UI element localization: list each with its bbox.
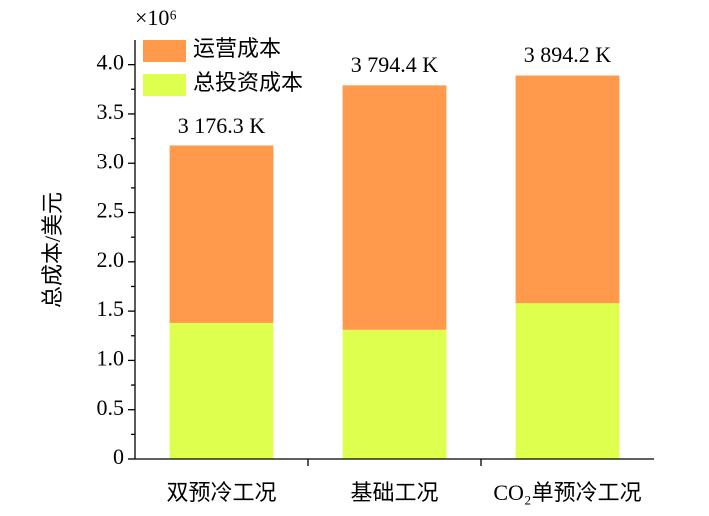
y-tick-label: 0 [113,444,124,469]
y-scale-label: ×10⁶ [135,5,177,30]
bar-segment [342,85,447,330]
legend-label: 总投资成本 [193,70,303,95]
bar-segment [169,145,274,323]
y-axis-label: 总成本/美元 [40,192,65,308]
total-label: 3 794.4 K [351,52,439,77]
y-tick-label: 1.0 [97,345,125,370]
total-label: 3 894.2 K [524,42,612,67]
legend-swatch [143,40,186,62]
legend-label: 运营成本 [193,36,281,61]
y-tick-label: 4.0 [97,50,125,75]
bar-segment [515,75,620,304]
x-tick-label: 双预冷工况 [166,480,276,505]
bar-segment [342,329,447,459]
y-tick-label: 0.5 [97,395,125,420]
legend-swatch [143,74,186,96]
bar-segment [169,322,274,459]
y-tick-label: 2.5 [97,198,125,223]
y-tick-label: 3.5 [97,99,125,124]
x-tick-label: CO₂单预冷工况 [493,480,641,505]
y-tick-label: 2.0 [97,247,125,272]
bar-segment [515,303,620,459]
x-tick-label: 基础工况 [350,480,438,505]
y-tick-label: 1.5 [97,296,125,321]
y-tick-label: 3.0 [97,148,125,173]
total-label: 3 176.3 K [178,113,266,138]
